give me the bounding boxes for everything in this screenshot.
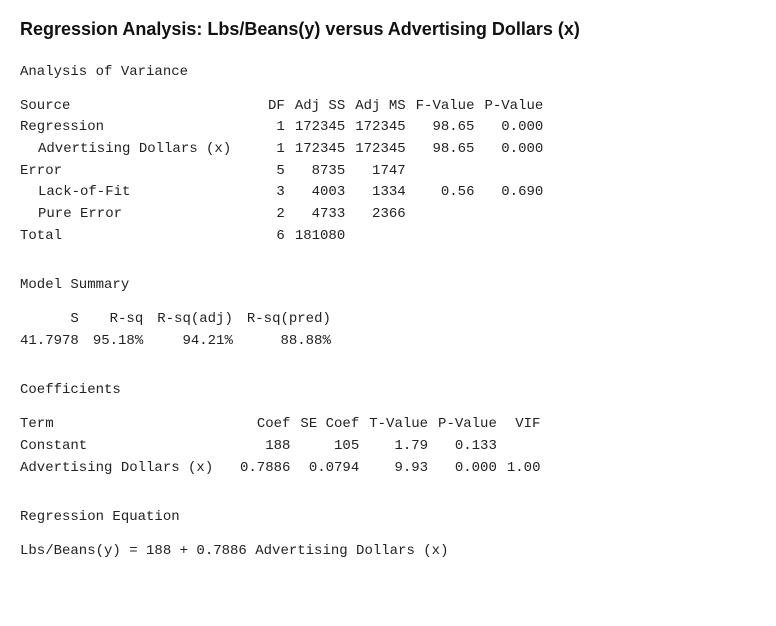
col-tvalue: T-Value [369,414,438,436]
coef-t: 1.79 [369,436,438,458]
anova-adjms: 172345 [355,139,415,161]
anova-row: Lack-of-Fit3400313340.560.690 [20,182,553,204]
val-s: 41.7978 [20,331,93,353]
anova-f [416,226,485,248]
model-summary-table: S R-sq R-sq(adj) R-sq(pred) 41.7978 95.1… [20,309,345,352]
anova-row: Pure Error247332366 [20,204,553,226]
equation-heading: Regression Equation [20,507,756,529]
anova-table: Source DF Adj SS Adj MS F-Value P-Value … [20,96,553,248]
col-adjss: Adj SS [295,96,355,118]
col-df: DF [268,96,295,118]
anova-source: Regression [20,117,268,139]
anova-source: Total [20,226,268,248]
anova-row: Advertising Dollars (x)117234517234598.6… [20,139,553,161]
model-summary-section: Model Summary S R-sq R-sq(adj) R-sq(pred… [20,275,756,352]
anova-adjms: 2366 [355,204,415,226]
anova-adjms: 1334 [355,182,415,204]
col-adjms: Adj MS [355,96,415,118]
anova-p: 0.000 [484,139,553,161]
anova-row: Regression117234517234598.650.000 [20,117,553,139]
anova-heading: Analysis of Variance [20,62,756,84]
anova-adjss: 172345 [295,139,355,161]
col-source: Source [20,96,268,118]
col-coef: Coef [240,414,300,436]
anova-p [484,161,553,183]
coef-header-row: Term Coef SE Coef T-Value P-Value VIF [20,414,550,436]
coef-row: Advertising Dollars (x)0.78860.07949.930… [20,458,550,480]
anova-df: 1 [268,139,295,161]
anova-adjms: 172345 [355,117,415,139]
anova-adjms [355,226,415,248]
coef-vif: 1.00 [507,458,551,480]
col-rsq-adj: R-sq(adj) [157,309,247,331]
anova-adjss: 8735 [295,161,355,183]
anova-df: 1 [268,117,295,139]
coefficients-section: Coefficients Term Coef SE Coef T-Value P… [20,380,756,479]
coef-row: Constant1881051.790.133 [20,436,550,458]
val-rsq: 95.18% [93,331,157,353]
anova-df: 5 [268,161,295,183]
coef-term: Advertising Dollars (x) [20,458,240,480]
anova-df: 2 [268,204,295,226]
col-vif: VIF [507,414,551,436]
anova-adjss: 172345 [295,117,355,139]
anova-source: Error [20,161,268,183]
anova-df: 3 [268,182,295,204]
anova-adjss: 181080 [295,226,355,248]
coef-term: Constant [20,436,240,458]
anova-f [416,204,485,226]
anova-source: Advertising Dollars (x) [20,139,268,161]
coef-p: 0.000 [438,458,507,480]
col-term: Term [20,414,240,436]
coef-t: 9.93 [369,458,438,480]
coefficients-heading: Coefficients [20,380,756,402]
anova-df: 6 [268,226,295,248]
col-pvalue: P-Value [484,96,553,118]
col-rsq: R-sq [93,309,157,331]
coef-se: 0.0794 [300,458,369,480]
col-fvalue: F-Value [416,96,485,118]
coef-vif [507,436,551,458]
coef-p: 0.133 [438,436,507,458]
col-secoef: SE Coef [300,414,369,436]
coef-coef: 0.7886 [240,458,300,480]
anova-f [416,161,485,183]
anova-f: 98.65 [416,117,485,139]
coef-coef: 188 [240,436,300,458]
anova-header-row: Source DF Adj SS Adj MS F-Value P-Value [20,96,553,118]
anova-p: 0.000 [484,117,553,139]
anova-f: 98.65 [416,139,485,161]
col-rsq-pred: R-sq(pred) [247,309,345,331]
regression-equation: Lbs/Beans(y) = 188 + 0.7886 Advertising … [20,541,756,563]
equation-section: Regression Equation Lbs/Beans(y) = 188 +… [20,507,756,562]
model-summary-heading: Model Summary [20,275,756,297]
anova-adjss: 4003 [295,182,355,204]
anova-adjms: 1747 [355,161,415,183]
anova-row: Total6181080 [20,226,553,248]
coefficients-table: Term Coef SE Coef T-Value P-Value VIF Co… [20,414,550,479]
val-rsq-adj: 94.21% [157,331,247,353]
anova-p [484,226,553,248]
anova-f: 0.56 [416,182,485,204]
anova-source: Pure Error [20,204,268,226]
anova-section: Analysis of Variance Source DF Adj SS Ad… [20,62,756,248]
anova-adjss: 4733 [295,204,355,226]
col-s: S [20,309,93,331]
summary-header-row: S R-sq R-sq(adj) R-sq(pred) [20,309,345,331]
anova-source: Lack-of-Fit [20,182,268,204]
col-pvalue: P-Value [438,414,507,436]
anova-p: 0.690 [484,182,553,204]
val-rsq-pred: 88.88% [247,331,345,353]
anova-row: Error587351747 [20,161,553,183]
page-title: Regression Analysis: Lbs/Beans(y) versus… [20,16,756,44]
summary-value-row: 41.7978 95.18% 94.21% 88.88% [20,331,345,353]
coef-se: 105 [300,436,369,458]
anova-p [484,204,553,226]
